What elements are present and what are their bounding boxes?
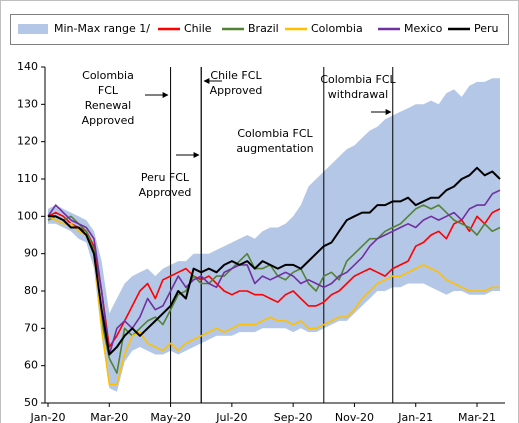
- series-line: [47, 208, 501, 348]
- y-tick-label: 50: [24, 396, 38, 409]
- annotation-text: Colombia FCL: [237, 127, 313, 140]
- x-tick-label: Sep-20: [274, 411, 313, 423]
- annotation-text: Chile FCL: [210, 69, 262, 82]
- legend-label: Peru: [474, 22, 499, 35]
- legend-label: Colombia: [311, 22, 363, 35]
- series-line: [48, 166, 501, 356]
- y-tick-label: 100: [17, 209, 38, 222]
- y-tick-label: 120: [17, 135, 38, 148]
- y-tick-label: 60: [24, 359, 38, 372]
- x-tick-label: Jul-20: [215, 411, 247, 423]
- annotation-text: Approved: [82, 114, 135, 127]
- series-line: [47, 204, 501, 374]
- annotation-text: FCL: [98, 84, 119, 97]
- legend-label: Chile: [184, 22, 212, 35]
- legend-swatch: [18, 24, 48, 34]
- y-tick-label: 90: [24, 247, 38, 260]
- x-tick-label: Nov-20: [335, 411, 374, 423]
- y-tick-label: 130: [17, 97, 38, 110]
- x-tick-label: Jan-20: [30, 411, 66, 423]
- legend-label: Mexico: [404, 22, 443, 35]
- legend-label: Brazil: [248, 22, 279, 35]
- annotation-text: Colombia FCL: [320, 73, 396, 86]
- y-tick-label: 70: [24, 321, 38, 334]
- annotation-text: Peru FCL: [141, 171, 190, 184]
- annotation-text: Approved: [210, 84, 263, 97]
- legend-label: Min-Max range 1/: [54, 22, 150, 35]
- y-tick-label: 140: [17, 60, 38, 73]
- x-tick-label: May-20: [150, 411, 191, 423]
- annotation-text: withdrawal: [328, 88, 388, 101]
- range-area: [48, 78, 500, 392]
- annotation-text: Renewal: [85, 99, 131, 112]
- legend-box: [10, 14, 509, 45]
- series-line: [47, 189, 501, 356]
- annotation-text: Colombia: [82, 69, 134, 82]
- annotation-text: augmentation: [236, 142, 313, 155]
- x-tick-label: Jan-21: [397, 411, 433, 423]
- series-line: [47, 215, 500, 386]
- x-tick-label: Mar-21: [458, 411, 496, 423]
- annotation-text: Approved: [139, 186, 192, 199]
- y-tick-label: 110: [17, 172, 38, 185]
- y-tick-label: 80: [24, 284, 38, 297]
- x-tick-label: Mar-20: [90, 411, 128, 423]
